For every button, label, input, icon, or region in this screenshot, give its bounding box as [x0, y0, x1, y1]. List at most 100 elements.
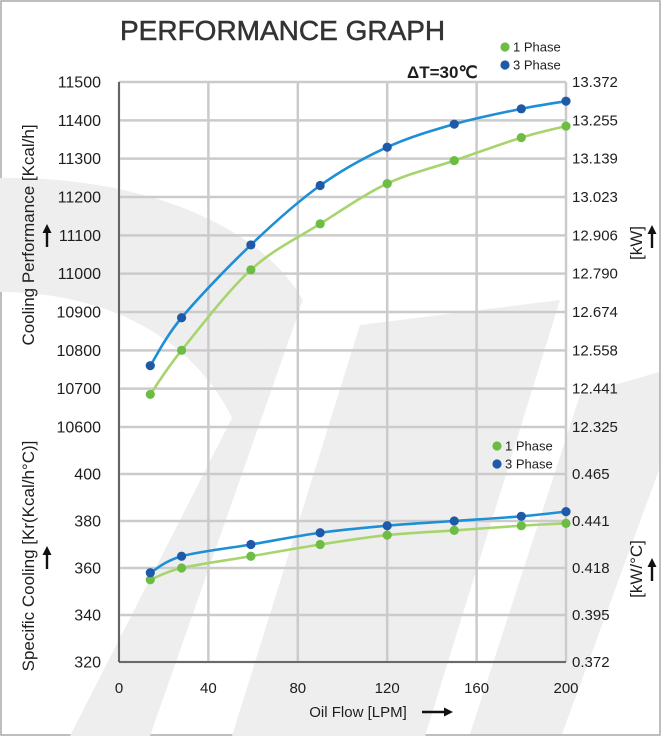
data-point-3-phase	[145, 568, 155, 578]
y-tick-label: 11200	[58, 190, 101, 207]
data-point-1-phase	[516, 132, 526, 143]
y2-tick-label: 13.139	[572, 151, 618, 168]
legend-marker-1-phase	[492, 441, 502, 451]
series-line-1-phase	[148, 522, 568, 582]
data-point-3-phase	[176, 313, 187, 323]
y-axis-title-specific-cooling: Specific Cooling [Kr(Kcal/h°C)]	[19, 441, 38, 672]
data-point-1-phase	[176, 345, 187, 355]
y-axis-title-cooling-performance: Cooling Performance [Kcal/h]	[19, 124, 38, 345]
x-axis-title: Oil Flow [LPM]	[309, 704, 407, 721]
data-point-3-phase	[561, 96, 571, 106]
watermark	[0, 177, 659, 736]
legend-marker-3-phase	[492, 459, 502, 469]
data-point-3-phase	[516, 104, 526, 114]
data-point-1-phase	[176, 563, 187, 573]
data-point-1-phase	[561, 121, 571, 131]
y2-tick-label: 12.790	[572, 266, 618, 283]
data-point-3-phase	[449, 119, 459, 129]
data-point-1-phase	[382, 178, 392, 189]
right-arrow-icon	[422, 707, 453, 717]
y-tick-label: 380	[74, 514, 101, 531]
axes	[118, 82, 566, 663]
x-tick-label: 40	[200, 680, 217, 697]
y-tick-label: 10700	[57, 381, 102, 398]
legend-label-3-phase: 3 Phase	[513, 58, 561, 73]
y2-tick-label: 12.674	[572, 304, 618, 321]
data-point-3-phase	[246, 240, 256, 250]
y2-tick-label: 0.418	[572, 560, 610, 577]
data-point-1-phase	[449, 525, 459, 536]
watermark-band-left	[70, 300, 303, 736]
legend-label-3-phase: 3 Phase	[505, 457, 553, 472]
y2-tick-label: 0.395	[572, 607, 610, 624]
y-tick-label: 10900	[57, 305, 102, 322]
legend-top: 1 Phase 3 Phase	[500, 40, 561, 73]
up-arrow-icon	[42, 224, 52, 247]
data-point-3-phase	[516, 511, 526, 521]
y-tick-label: 11100	[59, 228, 101, 245]
data-point-3-phase	[382, 521, 392, 531]
y-tick-label: 400	[74, 467, 101, 484]
legend-marker-1-phase	[500, 42, 510, 52]
data-point-1-phase	[246, 265, 256, 275]
y-tick-label: 320	[74, 655, 101, 672]
series-line-3-phase	[148, 510, 568, 574]
y2-tick-label: 13.372	[572, 74, 618, 91]
watermark-band-right	[470, 372, 659, 734]
watermark-curve	[0, 177, 303, 418]
watermark-band-center	[232, 300, 560, 736]
y2-tick-label: 13.023	[572, 189, 618, 206]
y2-tick-label: 0.372	[572, 654, 610, 671]
data-point-3-phase	[315, 180, 325, 191]
y2-tick-label: 13.255	[572, 112, 618, 129]
y-tick-label: 11000	[58, 266, 101, 283]
data-point-3-phase	[315, 528, 325, 538]
series-line-3-phase	[148, 99, 568, 367]
data-point-1-phase	[449, 155, 459, 166]
y-tick-label: 10800	[57, 343, 102, 360]
legend-label-1-phase: 1 Phase	[513, 40, 561, 55]
y-tick-label: 340	[74, 608, 101, 625]
legend-marker-3-phase	[500, 60, 510, 70]
tick-labels: 10600 12.325 10700 12.441 10800 12.558 10900 12…	[57, 74, 618, 697]
data-point-1-phase	[382, 530, 392, 540]
y2-tick-label: 0.441	[572, 513, 610, 530]
series-lines	[148, 99, 568, 582]
data-point-1-phase	[315, 539, 325, 550]
delta-t-annotation: ΔT=30℃	[407, 63, 478, 82]
y-tick-label: 11500	[58, 75, 101, 92]
data-point-1-phase	[561, 518, 571, 528]
data-point-1-phase	[145, 389, 155, 400]
data-point-3-phase	[382, 142, 392, 152]
x-tick-label: 160	[464, 680, 489, 697]
data-point-3-phase	[246, 539, 256, 550]
series-points	[145, 96, 571, 585]
data-point-1-phase	[145, 575, 155, 585]
y2-tick-label: 12.558	[572, 342, 618, 359]
data-point-1-phase	[516, 521, 526, 531]
legend-label-1-phase: 1 Phase	[505, 439, 553, 454]
y-tick-label: 11300	[58, 151, 101, 168]
x-tick-label: 0	[115, 680, 123, 697]
up-arrow-icon	[647, 225, 657, 248]
y2-tick-label: 12.325	[572, 419, 618, 436]
data-point-3-phase	[145, 361, 155, 371]
data-point-1-phase	[315, 219, 325, 229]
data-point-3-phase	[561, 507, 571, 517]
legend-bottom: 1 Phase 3 Phase	[492, 439, 553, 472]
y2-axis-title-kw-per-c: [kW/°C]	[627, 540, 646, 598]
series-line-1-phase	[148, 124, 568, 396]
x-tick-label: 120	[375, 680, 400, 697]
data-point-3-phase	[449, 516, 459, 526]
y-tick-label: 360	[74, 561, 101, 578]
graph-title: PERFORMANCE GRAPH	[120, 15, 445, 46]
y-tick-label: 11400	[58, 113, 101, 130]
data-point-1-phase	[246, 551, 256, 561]
up-arrow-icon	[42, 546, 52, 569]
y2-tick-label: 12.441	[572, 381, 618, 398]
y2-tick-label: 12.906	[572, 227, 618, 244]
data-point-3-phase	[176, 551, 187, 561]
x-tick-label: 80	[289, 680, 306, 697]
y-tick-label: 10600	[57, 420, 102, 437]
